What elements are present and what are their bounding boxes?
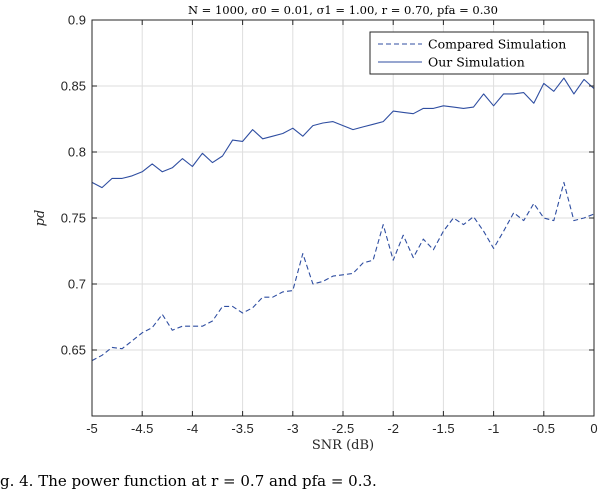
legend-box — [369, 31, 589, 75]
chart-title: N = 1000, σ0 = 0.01, σ1 = 1.00, r = 0.70… — [188, 3, 498, 17]
series-line-compared-simulation — [91, 181, 595, 362]
y-tick-label: 0.65 — [61, 343, 86, 358]
x-tick-label: -2.5 — [332, 421, 354, 436]
y-tick-label: 0.85 — [61, 79, 86, 94]
x-tick-label: 0 — [590, 421, 597, 436]
y-axis-label: pd — [33, 210, 48, 227]
legend-label: Our Simulation — [428, 55, 525, 70]
x-tick-label: -1.5 — [432, 421, 454, 436]
legend: Compared Simulation Our Simulation — [369, 31, 589, 75]
x-tick-label: -0.5 — [533, 421, 555, 436]
series-layer — [91, 77, 595, 362]
y-tick-label: 0.75 — [61, 211, 86, 226]
x-axis-label: SNR (dB) — [312, 438, 374, 453]
legend-label: Compared Simulation — [428, 37, 566, 52]
y-tick-label: 0.8 — [68, 145, 86, 160]
y-axis-label-text: pd — [33, 210, 48, 227]
grid — [91, 19, 595, 416]
x-tick-label: -4.5 — [131, 421, 153, 436]
x-tick-label: -3.5 — [231, 421, 253, 436]
y-tick-label: 0.7 — [68, 277, 86, 292]
x-tick-label: -5 — [86, 421, 98, 436]
y-tick-label: 0.9 — [68, 13, 86, 28]
x-tick-label: -3 — [287, 421, 299, 436]
series-line-our-simulation — [91, 77, 595, 189]
chart-title-text: N = 1000, σ0 = 0.01, σ1 = 1.00, r = 0.70… — [188, 3, 498, 17]
figure-caption: g. 4. The power function at r = 0.7 and … — [0, 472, 377, 490]
x-tick-label: -1 — [488, 421, 500, 436]
x-tick-label: -2 — [387, 421, 399, 436]
ticks: -5 -4.5 -4 -3.5 -3 -2.5 -2 -1.5 -1 -0.5 0 0.65 0.7 0.… — [61, 13, 598, 437]
x-tick-label: -4 — [187, 421, 199, 436]
